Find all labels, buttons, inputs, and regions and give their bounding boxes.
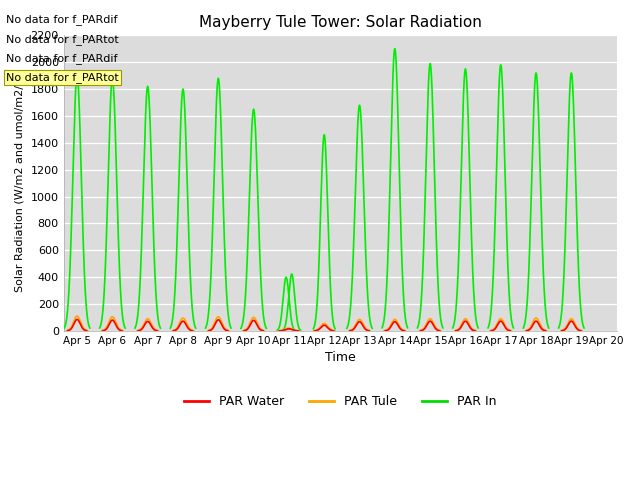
X-axis label: Time: Time — [325, 351, 356, 364]
Y-axis label: Solar Radiation (W/m2 and umol/m2/s): Solar Radiation (W/m2 and umol/m2/s) — [15, 74, 25, 292]
Text: No data for f_PARdif: No data for f_PARdif — [6, 53, 118, 64]
Text: No data for f_PARdif: No data for f_PARdif — [6, 14, 118, 25]
Legend: PAR Water, PAR Tule, PAR In: PAR Water, PAR Tule, PAR In — [179, 390, 502, 413]
Title: Mayberry Tule Tower: Solar Radiation: Mayberry Tule Tower: Solar Radiation — [199, 15, 482, 30]
Text: No data for f_PARtot: No data for f_PARtot — [6, 72, 119, 83]
Text: No data for f_PARtot: No data for f_PARtot — [6, 34, 119, 45]
